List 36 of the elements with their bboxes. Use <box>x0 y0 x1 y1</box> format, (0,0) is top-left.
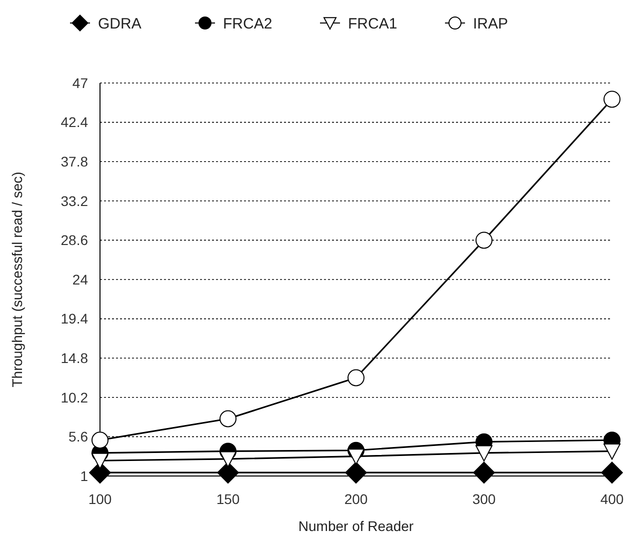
y-tick-label: 19.4 <box>60 310 88 327</box>
point <box>473 462 495 484</box>
point <box>220 451 236 468</box>
y-tick-label: 47 <box>72 74 88 91</box>
x-tick-label: 150 <box>216 491 240 507</box>
y-tick-label: 1 <box>80 468 88 484</box>
y-tick-label: 10.2 <box>60 389 88 406</box>
legend-label: IRAP <box>473 15 508 32</box>
y-tick-label: 24 <box>72 271 88 288</box>
point <box>92 452 108 470</box>
point <box>604 90 620 108</box>
point <box>92 432 108 449</box>
y-tick-label: 33.2 <box>60 192 88 209</box>
y-axis-title: Throughput (successful read / sec) <box>9 172 25 388</box>
legend-label: FRCA1 <box>348 15 398 32</box>
legend-label: GDRA <box>98 15 142 32</box>
point <box>345 462 367 484</box>
point <box>476 445 492 462</box>
y-tick-label: 42.4 <box>60 114 88 130</box>
point <box>217 462 239 484</box>
y-tick-label: 37.8 <box>60 154 88 170</box>
y-tick-label: 28.6 <box>60 232 88 248</box>
y-tick-label: 14.8 <box>60 350 88 366</box>
point <box>601 462 623 484</box>
y-tick-label: 5.6 <box>68 428 88 445</box>
x-tick-label: 400 <box>600 491 624 507</box>
point <box>604 444 620 460</box>
point <box>348 448 364 465</box>
legend-label: FRCA2 <box>223 15 272 32</box>
point <box>220 410 236 428</box>
x-tick-label: 300 <box>472 491 496 507</box>
point <box>348 369 364 386</box>
x-axis-title: Number of Reader <box>298 518 414 534</box>
x-tick-label: 200 <box>344 491 368 507</box>
point <box>476 232 492 249</box>
x-tick-label: 100 <box>88 491 112 507</box>
